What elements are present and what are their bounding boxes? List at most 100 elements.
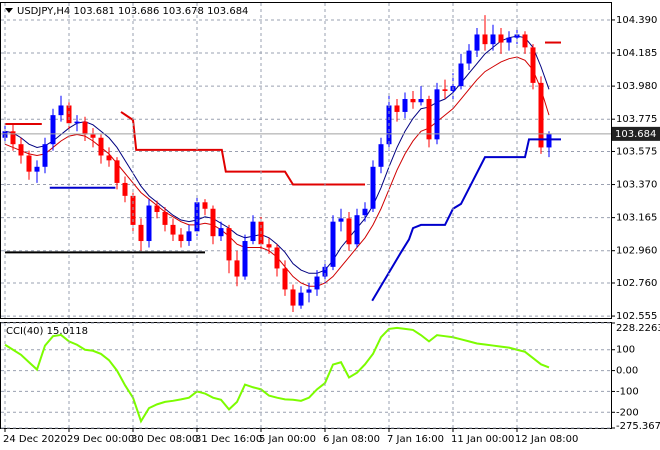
- x-tick-label: 31 Dec 16:00: [195, 434, 262, 445]
- candle-body: [18, 144, 24, 156]
- candle-body: [82, 121, 88, 135]
- y-tick-label: 102.555: [616, 311, 657, 322]
- candle-body: [74, 121, 80, 124]
- candle-body: [50, 115, 56, 145]
- y-tick-label: 100: [616, 345, 635, 356]
- candle-body: [178, 234, 184, 242]
- candle-body: [530, 47, 536, 83]
- candle-body: [354, 215, 360, 245]
- x-tick-label: 7 Jan 16:00: [387, 434, 444, 445]
- candle-body: [242, 241, 248, 277]
- cci-line: [4, 326, 550, 424]
- y-tick-label: -100: [616, 386, 639, 397]
- x-tick-label: 11 Jan 00:00: [451, 434, 514, 445]
- candle-body: [146, 205, 152, 242]
- candle-body: [58, 105, 64, 116]
- candle-body: [218, 228, 224, 237]
- candle-body: [474, 34, 480, 51]
- candle-body: [330, 221, 336, 267]
- x-tick-label: 24 Dec 2020: [3, 434, 67, 445]
- y-tick-label: 102.960: [616, 246, 657, 257]
- y-tick-label: 104.185: [616, 48, 657, 59]
- y-tick-label: 103.165: [616, 213, 657, 224]
- candle-body: [26, 155, 32, 172]
- candle-body: [2, 131, 8, 138]
- level-line: [120, 111, 365, 186]
- candle-body: [322, 266, 328, 277]
- candle-body: [162, 211, 168, 225]
- candle-body: [362, 208, 368, 216]
- x-tick-label: 6 Jan 08:00: [323, 434, 380, 445]
- candle-body: [442, 89, 448, 91]
- y-tick-label: 103.575: [616, 146, 657, 157]
- candle-body: [210, 208, 216, 237]
- candle-body: [90, 134, 96, 138]
- candle-body: [114, 160, 120, 183]
- candle-body: [42, 144, 48, 167]
- y-tick-label: -275.3678: [616, 421, 660, 432]
- candle-body: [338, 218, 344, 222]
- candle-body: [34, 166, 40, 172]
- candle-body: [306, 289, 312, 293]
- candle-body: [186, 231, 192, 242]
- candle-body: [434, 89, 440, 140]
- candle-body: [546, 133, 552, 148]
- candle-body: [282, 268, 288, 290]
- candle-body: [202, 202, 208, 209]
- candle-body: [10, 131, 16, 145]
- cci-title: CCI(40) 15.0118: [6, 326, 88, 337]
- current-price-label: 103.684: [615, 129, 656, 140]
- candle-body: [538, 82, 544, 148]
- candle-body: [490, 34, 496, 45]
- candle-body: [234, 260, 240, 277]
- y-tick-label: 103.980: [616, 81, 657, 92]
- candle-body: [98, 137, 104, 156]
- candle-body: [274, 247, 280, 269]
- candle-body: [154, 205, 160, 212]
- candle-body: [402, 99, 408, 112]
- candle-body: [482, 34, 488, 45]
- y-tick-label: 103.370: [616, 180, 657, 191]
- candle-body: [410, 99, 416, 103]
- candle-body: [418, 99, 424, 103]
- current-price-box: [612, 126, 660, 141]
- x-tick-label: 30 Dec 08:00: [131, 434, 198, 445]
- x-tick-label: 29 Dec 00:00: [67, 434, 134, 445]
- y-tick-label: 228.2263: [616, 323, 660, 334]
- candle-body: [378, 144, 384, 167]
- y-tick-label: 102.760: [616, 278, 657, 289]
- candle-body: [466, 50, 472, 64]
- candle-body: [122, 182, 128, 196]
- candle-body: [426, 99, 432, 140]
- candle-body: [314, 276, 320, 290]
- candle-body: [250, 221, 256, 242]
- candle-body: [226, 228, 232, 261]
- candle-body: [522, 34, 528, 48]
- menu-arrow: [5, 8, 13, 13]
- candle-body: [370, 166, 376, 209]
- candle-body: [458, 63, 464, 87]
- candle-body: [106, 155, 112, 161]
- y-tick-label: -200: [616, 407, 639, 418]
- y-tick-label: 104.390: [616, 15, 657, 26]
- candle-body: [498, 34, 504, 43]
- candle-body: [298, 292, 304, 306]
- candle-body: [138, 224, 144, 242]
- y-tick-label: 0.00: [616, 366, 638, 377]
- candle-body: [506, 37, 512, 43]
- candle-body: [514, 34, 520, 38]
- candle-body: [266, 244, 272, 248]
- x-tick-label: 12 Jan 08:00: [515, 434, 578, 445]
- candle-body: [194, 202, 200, 232]
- candle-body: [394, 105, 400, 112]
- level-line: [371, 138, 561, 302]
- cci-panel: [0, 322, 612, 429]
- candle-body: [346, 218, 352, 245]
- candle-body: [130, 195, 136, 225]
- candle-body: [290, 289, 296, 306]
- candle-body: [170, 224, 176, 235]
- price-panel: [0, 2, 612, 319]
- candle-body: [66, 105, 72, 124]
